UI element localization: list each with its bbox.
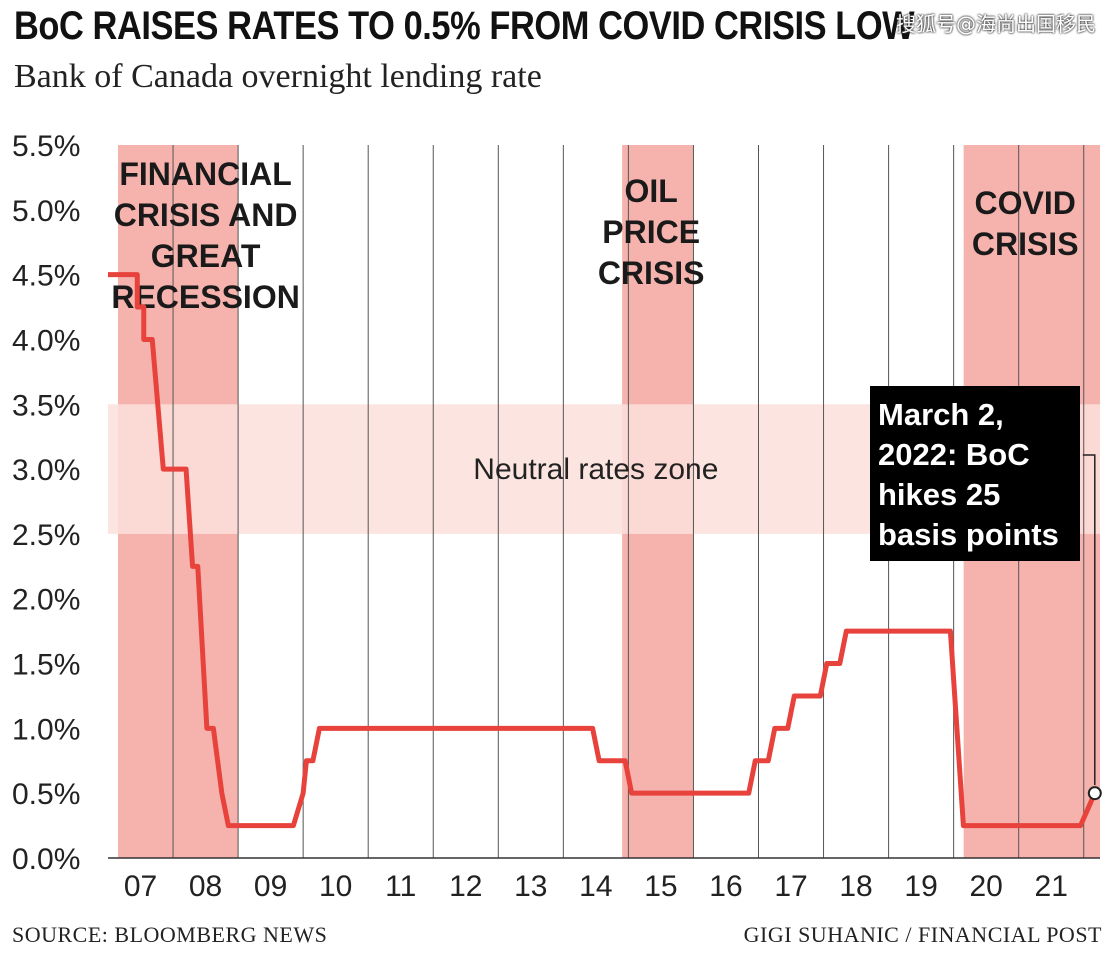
x-tick-label: 15 (644, 870, 677, 903)
x-tick-label: 20 (969, 870, 1002, 903)
crisis-oil-label: PRICE (602, 214, 700, 250)
x-tick-label: 10 (319, 870, 352, 903)
y-tick-label: 5.5% (12, 130, 80, 163)
credit-note: GIGI SUHANIC / FINANCIAL POST (743, 922, 1102, 947)
chart-title: BoC RAISES RATES TO 0.5% FROM COVID CRIS… (14, 4, 915, 48)
x-tick-label: 21 (1035, 870, 1068, 903)
crisis-covid-label: CRISIS (972, 226, 1079, 262)
y-tick-label: 5.0% (12, 195, 80, 228)
chart-subtitle: Bank of Canada overnight lending rate (14, 58, 542, 95)
y-tick-label: 2.5% (12, 519, 80, 552)
x-tick-label: 14 (579, 870, 612, 903)
watermark: 搜狐号@海尚出国移民 (896, 12, 1096, 36)
y-tick-label: 4.5% (12, 260, 80, 293)
annotation-text: 2022: BoC (878, 437, 1030, 472)
x-tick-label: 07 (124, 870, 157, 903)
y-tick-label: 2.0% (12, 584, 80, 617)
x-tick-label: 12 (449, 870, 482, 903)
x-tick-label: 18 (839, 870, 872, 903)
y-tick-label: 1.5% (12, 649, 80, 682)
x-tick-label: 08 (189, 870, 222, 903)
x-tick-label: 13 (514, 870, 547, 903)
y-tick-label: 0.5% (12, 778, 80, 811)
annotation-text: hikes 25 (878, 477, 1000, 512)
crisis-oil-label: CRISIS (598, 255, 705, 291)
neutral-zone-label: Neutral rates zone (473, 453, 718, 486)
x-tick-label: 17 (774, 870, 807, 903)
x-tick-label: 11 (385, 870, 416, 903)
y-tick-label: 3.5% (12, 389, 80, 422)
y-tick-label: 0.0% (12, 843, 80, 876)
y-tick-label: 4.0% (12, 324, 80, 357)
source-note: SOURCE: BLOOMBERG NEWS (12, 922, 328, 947)
y-tick-label: 3.0% (12, 454, 80, 487)
crisis-financial-label: CRISIS AND (114, 197, 298, 233)
latest-point-marker (1087, 786, 1102, 801)
crisis-oil-label: OIL (624, 173, 677, 209)
x-tick-label: 16 (709, 870, 742, 903)
crisis-financial-label: GREAT (151, 238, 261, 274)
crisis-covid-label: COVID (975, 185, 1076, 221)
annotation-box (870, 386, 1080, 561)
x-tick-label: 19 (904, 870, 937, 903)
annotation-leader (1082, 454, 1096, 786)
annotation-text: March 2, (878, 397, 1004, 432)
x-tick-label: 09 (254, 870, 287, 903)
rate-line (108, 272, 1098, 829)
crisis-financial-label: FINANCIAL (119, 156, 291, 192)
annotation-text: basis points (878, 517, 1059, 552)
y-tick-label: 1.0% (12, 713, 80, 746)
